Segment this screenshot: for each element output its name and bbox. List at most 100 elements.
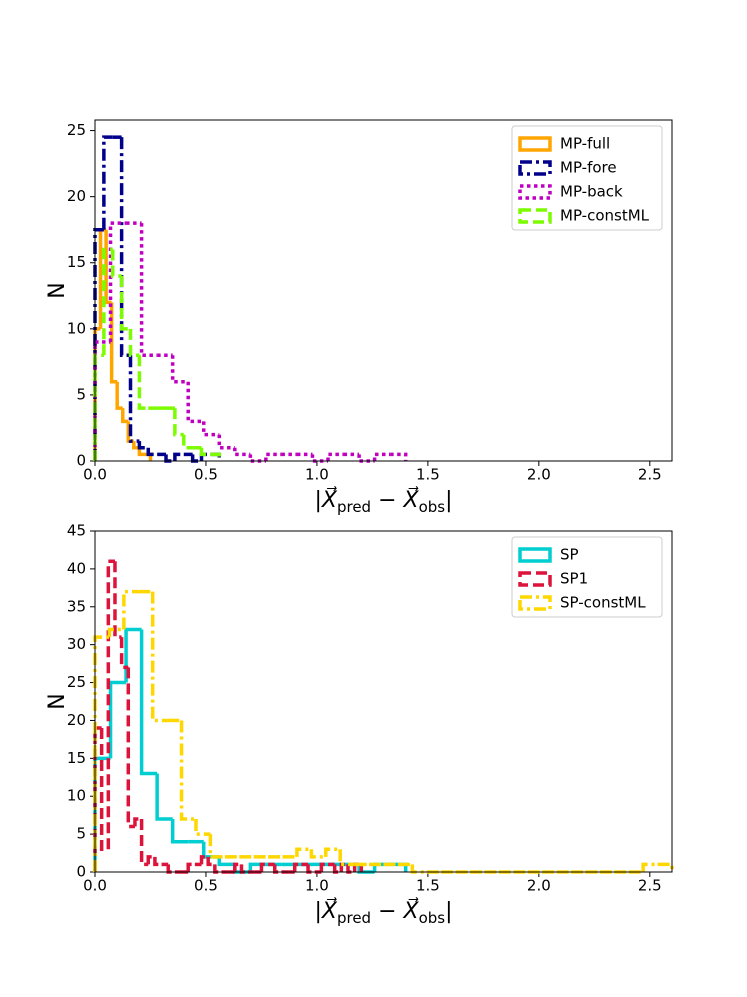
histogram-step: [104, 229, 112, 305]
x-label-part: |: [445, 899, 452, 924]
legend-label: MP-back: [560, 183, 623, 201]
x-label-part: − X⃗: [371, 897, 419, 924]
x-tick-label: 2.5: [638, 877, 662, 895]
y-tick-label: 5: [76, 385, 86, 403]
histogram-step: [119, 275, 131, 331]
histogram-step: [99, 728, 109, 852]
axes-frame: [94, 530, 673, 873]
x-tick-label: 0.5: [194, 466, 218, 484]
histogram-step: [201, 421, 220, 437]
histogram-step: [199, 855, 209, 865]
histogram-step: [111, 249, 122, 278]
histogram-step: [155, 773, 173, 821]
histogram-step: [137, 355, 149, 410]
histogram-step: [137, 441, 149, 450]
legend-label: MP-constML: [560, 207, 650, 225]
x-label-part: − X⃗: [371, 486, 419, 513]
x-axis-label: |X⃗pred − X⃗obs|: [314, 486, 452, 516]
histogram-step: [170, 818, 189, 844]
y-tick-label: 15: [67, 253, 86, 271]
x-label-subscript: pred: [337, 498, 371, 516]
histogram-step: [146, 855, 155, 865]
y-tick-label: 5: [76, 825, 86, 843]
x-label-subscript: obs: [419, 909, 446, 927]
histogram-step: [124, 627, 142, 683]
histogram-step: [126, 667, 135, 829]
histogram-step: [146, 447, 158, 457]
histogram-step: [119, 637, 129, 670]
histogram-step: [199, 447, 211, 457]
histogram-step: [170, 355, 189, 384]
histogram-step: [150, 591, 168, 723]
legend-box: [511, 125, 663, 231]
histogram-step: [132, 441, 140, 450]
histogram-step: [657, 862, 674, 872]
x-tick-label: 1.0: [305, 877, 329, 895]
histogram-step: [108, 221, 127, 343]
histogram-step: [120, 408, 129, 424]
legend-label: MP-full: [560, 135, 610, 153]
histogram-step: [264, 452, 282, 461]
x-tick-label: 0.5: [194, 877, 218, 895]
y-tick-label: 45: [67, 522, 86, 540]
y-tick-label: 0: [76, 452, 86, 470]
x-tick-label: 1.0: [305, 466, 329, 484]
histogram-step: [122, 589, 139, 630]
legend-swatch: [518, 571, 552, 587]
x-tick-label: 2.0: [527, 466, 551, 484]
histogram-step: [390, 452, 408, 461]
y-tick-label: 15: [67, 749, 86, 767]
x-label-part: |: [445, 488, 452, 513]
histogram-step: [139, 818, 149, 867]
histogram-step: [217, 434, 235, 450]
legend-swatch: [518, 208, 552, 224]
y-tick-label: 40: [67, 559, 86, 577]
y-tick-label: 25: [67, 121, 86, 139]
x-tick-label: 1.5: [416, 877, 440, 895]
axes-frame: [94, 119, 673, 462]
histogram-step: [93, 340, 111, 461]
histogram-step: [108, 680, 127, 759]
histogram-step: [372, 452, 391, 461]
histogram-step: [109, 302, 118, 384]
histogram-step: [133, 817, 142, 827]
histogram-step: [106, 559, 115, 850]
y-tick-label: 20: [67, 187, 86, 205]
y-tick-label: 30: [67, 635, 86, 653]
y-axis-label: N: [45, 693, 70, 709]
histogram-step: [186, 862, 195, 872]
legend-label: SP1: [560, 570, 588, 588]
histogram-step: [173, 452, 184, 461]
histogram-step: [186, 381, 204, 424]
histogram-step: [102, 247, 113, 356]
histogram-step: [173, 408, 184, 437]
x-tick-label: 1.5: [416, 466, 440, 484]
legend-label: MP-fore: [560, 159, 617, 177]
legend-swatch: [518, 547, 552, 563]
legend-label: SP: [560, 546, 579, 564]
x-tick-label: 2.5: [638, 466, 662, 484]
legend-swatch: [518, 136, 552, 152]
x-label-part: |X⃗: [314, 486, 337, 513]
histogram-step: [113, 561, 122, 639]
legend-label: SP-constML: [560, 594, 646, 612]
y-tick-label: 10: [67, 787, 86, 805]
y-tick-label: 25: [67, 673, 86, 691]
histogram-step: [153, 856, 162, 867]
histogram-step: [208, 834, 225, 859]
histogram-step: [128, 328, 140, 358]
histogram-step: [115, 381, 123, 410]
histogram-step: [217, 856, 235, 867]
histogram-step: [206, 856, 215, 867]
histogram-step: [107, 627, 124, 638]
histogram-step: [128, 355, 140, 443]
histogram-step: [319, 862, 329, 872]
x-tick-label: 0.0: [83, 466, 107, 484]
legend-swatch: [518, 595, 552, 611]
histogram-step: [259, 862, 269, 872]
x-tick-label: 0.0: [83, 877, 107, 895]
y-axis-label: N: [45, 282, 70, 298]
histogram-step: [233, 862, 242, 872]
histogram-step: [309, 849, 326, 859]
